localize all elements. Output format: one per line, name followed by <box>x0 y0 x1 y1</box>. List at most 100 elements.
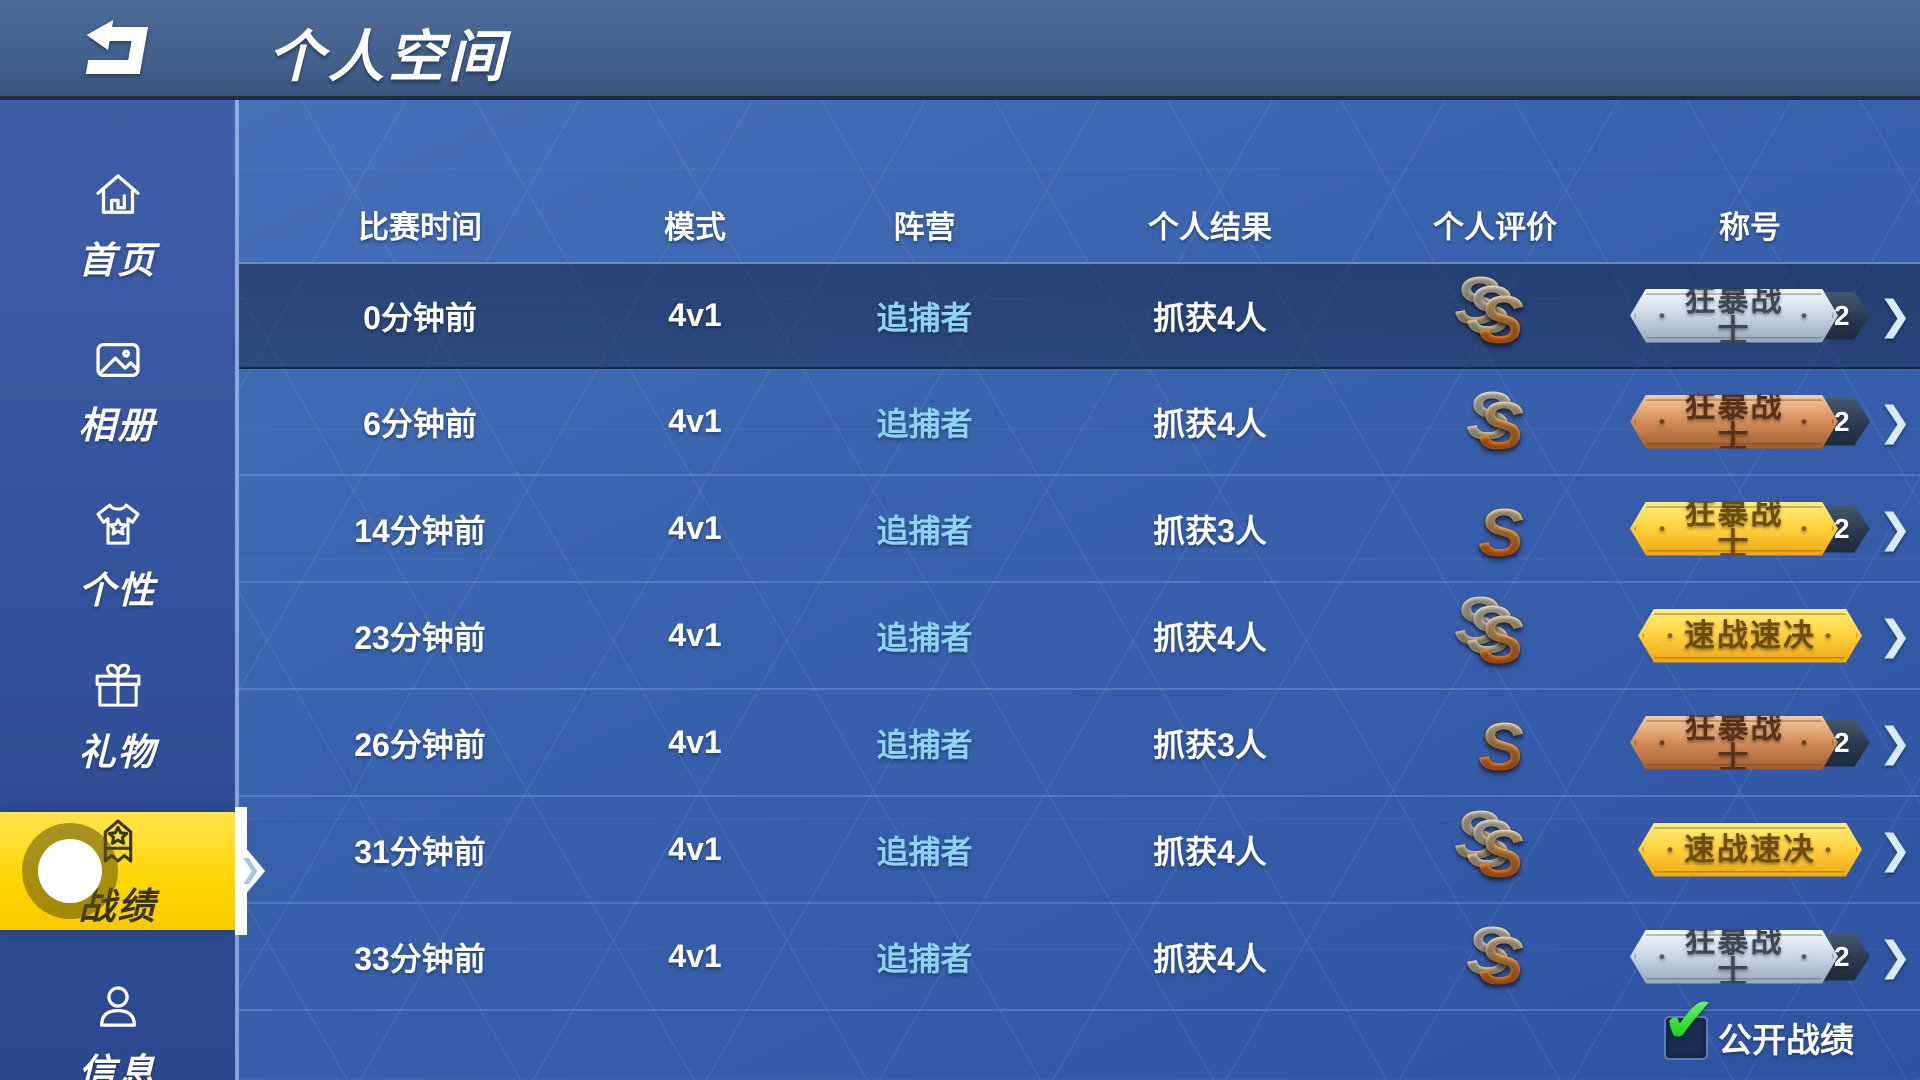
row-detail-chevron-icon[interactable]: ❯ <box>1878 720 1912 765</box>
s-rating-icon: SSS <box>1443 583 1547 679</box>
sidebar-item-label: 信息 <box>78 1052 157 1080</box>
title-badge: 速战速决 <box>1638 823 1862 877</box>
faction: 追捕者 <box>876 405 973 442</box>
check-icon: ✔ <box>1662 983 1716 1056</box>
sidebar-item-label: 首页 <box>78 240 157 281</box>
table-row[interactable]: 14分钟前 4v1 追捕者 抓获3人 SSS 狂暴战士 2 ❯ <box>239 476 1920 583</box>
sidebar-item-album[interactable]: 相册 <box>0 325 235 455</box>
table-row[interactable]: 33分钟前 4v1 追捕者 抓获4人 SSS 狂暴战士 2 ❯ <box>239 904 1920 1011</box>
top-bar: 个人空间 <box>0 0 1920 100</box>
personal-result: 抓获3人 <box>1153 726 1267 763</box>
back-button[interactable] <box>72 18 158 80</box>
title-badge: 狂暴战士 <box>1630 716 1838 770</box>
faction: 追捕者 <box>876 940 973 977</box>
sidebar-item-label: 个性 <box>78 570 157 611</box>
table-row[interactable]: 26分钟前 4v1 追捕者 抓获3人 SSS 狂暴战士 2 ❯ <box>239 690 1920 797</box>
records-table: 比赛时间 模式 阵营 个人结果 个人评价 称号 0分钟前 4v1 追捕者 抓获4… <box>239 100 1920 1080</box>
tshirt-icon <box>89 496 147 554</box>
home-icon <box>89 166 147 224</box>
sidebar-item-gifts[interactable]: 礼物 <box>0 652 235 782</box>
faction: 追捕者 <box>876 619 973 656</box>
title-badge: 狂暴战士 <box>1630 502 1838 556</box>
sidebar-item-home[interactable]: 首页 <box>0 160 235 290</box>
public-records-toggle[interactable]: ✔ 公开战绩 <box>1662 988 1854 1062</box>
faction: 追捕者 <box>876 833 973 870</box>
match-time: 26分钟前 <box>354 726 486 763</box>
personal-result: 抓获4人 <box>1153 299 1267 336</box>
column-header-title: 称号 <box>1719 209 1781 245</box>
sidebar-separator <box>235 100 239 1080</box>
s-rating-icon: SSS <box>1443 700 1547 786</box>
s-rating-icon: SSS <box>1443 797 1547 893</box>
row-detail-chevron-icon[interactable]: ❯ <box>1878 506 1912 551</box>
title-badge-label: 狂暴战士 <box>1650 285 1818 347</box>
personal-result: 抓获4人 <box>1153 833 1267 870</box>
match-mode: 4v1 <box>668 831 722 867</box>
s-rating-icon: SSS <box>1443 263 1547 359</box>
title-badge-label: 速战速决 <box>1658 620 1842 651</box>
faction: 追捕者 <box>876 299 973 336</box>
sidebar-item-info[interactable]: 信息 <box>0 972 235 1080</box>
personal-result: 抓获4人 <box>1153 940 1267 977</box>
match-time: 31分钟前 <box>354 833 486 870</box>
row-detail-chevron-icon[interactable]: ❯ <box>1878 934 1912 979</box>
row-detail-chevron-icon[interactable]: ❯ <box>1878 399 1912 444</box>
touch-indicator <box>22 823 118 919</box>
public-records-label: 公开战绩 <box>1718 1022 1854 1060</box>
table-body: 0分钟前 4v1 追捕者 抓获4人 SSS 狂暴战士 2 ❯ 6分钟前 4v1 … <box>239 262 1920 1011</box>
match-mode: 4v1 <box>668 510 722 546</box>
match-time: 0分钟前 <box>363 299 477 336</box>
title-badge-label: 速战速决 <box>1658 834 1842 865</box>
photo-icon <box>89 331 147 389</box>
back-icon <box>72 16 158 83</box>
selected-pointer <box>245 847 265 895</box>
match-mode: 4v1 <box>668 938 722 974</box>
row-detail-chevron-icon[interactable]: ❯ <box>1878 613 1912 658</box>
person-icon <box>89 978 147 1036</box>
faction: 追捕者 <box>876 512 973 549</box>
match-mode: 4v1 <box>668 403 722 439</box>
title-badge-label: 狂暴战士 <box>1650 926 1818 988</box>
match-mode: 4v1 <box>668 724 722 760</box>
public-records-checkbox[interactable]: ✔ <box>1662 988 1716 1060</box>
column-header-mode: 模式 <box>664 209 726 245</box>
selected-strip <box>235 807 247 935</box>
selected-chevron-icon: ❯ <box>239 854 261 884</box>
table-row[interactable]: 31分钟前 4v1 追捕者 抓获4人 SSS 速战速决 ❯ <box>239 797 1920 904</box>
title-badge-label: 狂暴战士 <box>1650 391 1818 453</box>
row-detail-chevron-icon[interactable]: ❯ <box>1878 293 1912 338</box>
table-row[interactable]: 23分钟前 4v1 追捕者 抓获4人 SSS 速战速决 ❯ <box>239 583 1920 690</box>
match-mode: 4v1 <box>668 617 722 653</box>
title-badge: 狂暴战士 <box>1630 395 1838 449</box>
match-time: 33分钟前 <box>354 940 486 977</box>
title-badge: 狂暴战士 <box>1630 289 1838 343</box>
title-badge-label: 狂暴战士 <box>1650 712 1818 774</box>
column-header-time: 比赛时间 <box>358 209 482 245</box>
s-rating-icon: SSS <box>1443 378 1547 465</box>
title-badge-label: 狂暴战士 <box>1650 498 1818 560</box>
column-header-faction: 阵营 <box>893 209 956 245</box>
table-row[interactable]: 6分钟前 4v1 追捕者 抓获4人 SSS 狂暴战士 2 ❯ <box>239 369 1920 476</box>
sidebar-item-label: 相册 <box>78 405 157 446</box>
title-badge: 速战速决 <box>1638 609 1862 663</box>
page-title: 个人空间 <box>268 25 508 88</box>
row-detail-chevron-icon[interactable]: ❯ <box>1878 827 1912 872</box>
column-header-result: 个人结果 <box>1148 209 1272 245</box>
match-time: 6分钟前 <box>363 405 477 442</box>
match-time: 23分钟前 <box>354 619 486 656</box>
gift-icon <box>89 658 147 716</box>
personal-result: 抓获3人 <box>1153 512 1267 549</box>
sidebar-item-records[interactable]: ❯ 战绩 <box>0 807 265 935</box>
match-time: 14分钟前 <box>354 512 486 549</box>
table-row[interactable]: 0分钟前 4v1 追捕者 抓获4人 SSS 狂暴战士 2 ❯ <box>239 262 1920 369</box>
sidebar-item-label: 礼物 <box>78 732 157 773</box>
s-rating-icon: SSS <box>1443 486 1547 572</box>
s-rating-icon: SSS <box>1443 913 1547 1000</box>
personal-result: 抓获4人 <box>1153 619 1267 656</box>
table-header: 比赛时间 模式 阵营 个人结果 个人评价 称号 <box>239 192 1920 256</box>
faction: 追捕者 <box>876 726 973 763</box>
personal-result: 抓获4人 <box>1153 405 1267 442</box>
sidebar-item-personality[interactable]: 个性 <box>0 490 235 620</box>
column-header-rating: 个人评价 <box>1433 209 1557 245</box>
